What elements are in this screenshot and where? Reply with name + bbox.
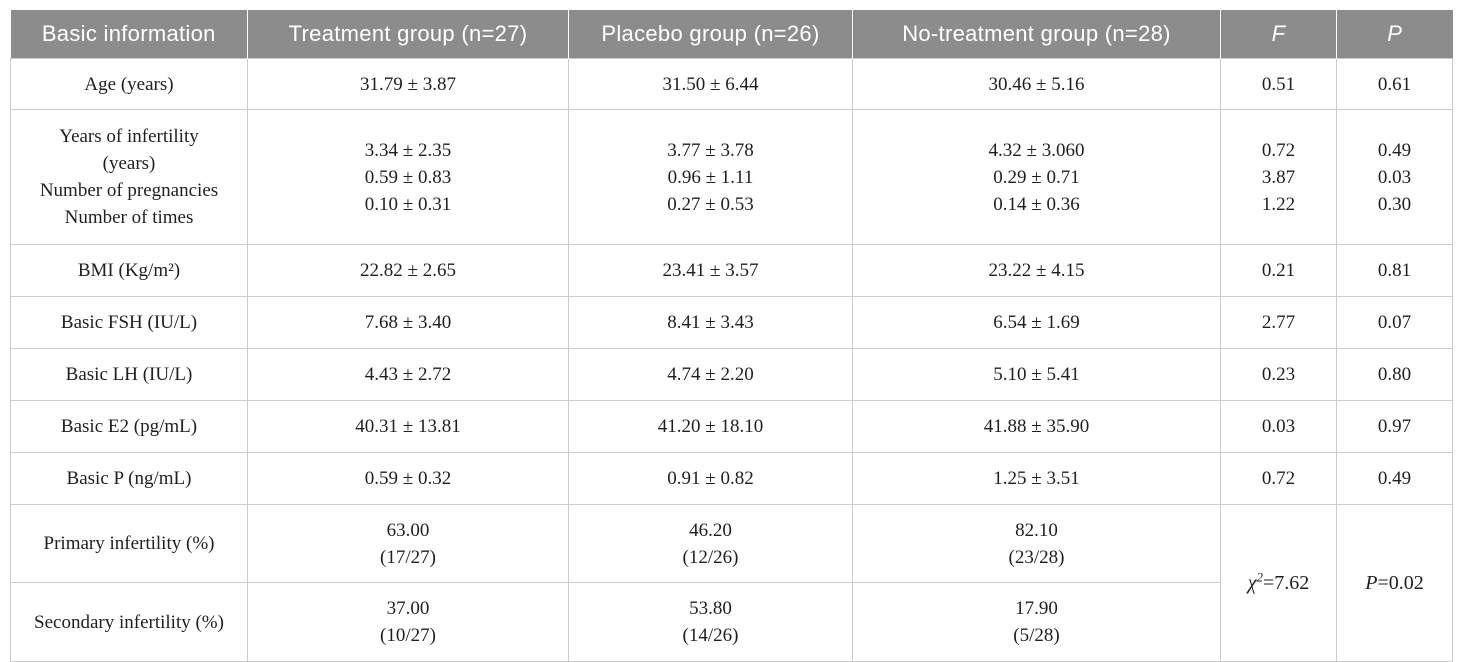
row-label: BMI (Kg/m²) — [10, 244, 248, 297]
cell-placebo: 53.80 (14/26) — [568, 582, 853, 662]
col-header-placebo-group: Placebo group (n=26) — [568, 10, 853, 59]
cell-f: 0.21 — [1220, 244, 1337, 297]
cell-p: 0.07 — [1336, 296, 1453, 349]
cell-p: 0.61 — [1336, 58, 1453, 110]
cell-f: 0.51 — [1220, 58, 1337, 110]
cell-no-treatment: 82.10 (23/28) — [852, 504, 1221, 583]
cell-treatment: 4.43 ± 2.72 — [247, 348, 569, 401]
table-row-bmi: BMI (Kg/m²) 22.82 ± 2.65 23.41 ± 3.57 23… — [10, 244, 1453, 297]
row-label: Basic LH (IU/L) — [10, 348, 248, 401]
cell-placebo: 41.20 ± 18.10 — [568, 400, 853, 453]
cell-f: 2.77 — [1220, 296, 1337, 349]
col-header-basic-information: Basic information — [10, 10, 248, 59]
p-value-merged-cell: P=0.02 — [1336, 504, 1453, 662]
table-row-basic-p: Basic P (ng/mL) 0.59 ± 0.32 0.91 ± 0.82 … — [10, 452, 1453, 505]
cell-placebo: 23.41 ± 3.57 — [568, 244, 853, 297]
cell-treatment: 31.79 ± 3.87 — [247, 58, 569, 110]
cell-treatment: 0.59 ± 0.32 — [247, 452, 569, 505]
chi-superscript: 2 — [1256, 568, 1264, 584]
row-label: Age (years) — [10, 58, 248, 110]
col-header-p-value: P — [1336, 10, 1453, 59]
p-symbol: P — [1365, 571, 1378, 594]
cell-no-treatment: 41.88 ± 35.90 — [852, 400, 1221, 453]
cell-f: 0.03 — [1220, 400, 1337, 453]
cell-treatment: 22.82 ± 2.65 — [247, 244, 569, 297]
chi-value: =7.62 — [1263, 571, 1310, 594]
col-header-f-statistic: F — [1220, 10, 1337, 59]
cell-f: 0.23 — [1220, 348, 1337, 401]
cell-placebo: 0.91 ± 0.82 — [568, 452, 853, 505]
cell-f: 0.72 — [1220, 452, 1337, 505]
cell-placebo: 4.74 ± 2.20 — [568, 348, 853, 401]
p-value: =0.02 — [1377, 571, 1424, 594]
header-row: Basic information Treatment group (n=27)… — [10, 10, 1453, 59]
chi-symbol: χ — [1247, 571, 1257, 594]
table-row-basic-e2: Basic E2 (pg/mL) 40.31 ± 13.81 41.20 ± 1… — [10, 400, 1453, 453]
col-header-no-treatment-group: No-treatment group (n=28) — [852, 10, 1221, 59]
table-row-infertility-history: Years of infertility (years) Number of p… — [10, 109, 1453, 245]
table-body: Age (years) 31.79 ± 3.87 31.50 ± 6.44 30… — [10, 58, 1453, 662]
cell-no-treatment: 5.10 ± 5.41 — [852, 348, 1221, 401]
table-row-basic-fsh: Basic FSH (IU/L) 7.68 ± 3.40 8.41 ± 3.43… — [10, 296, 1453, 349]
chi-square-merged-cell: χ2=7.62 — [1220, 504, 1337, 662]
table-header: Basic information Treatment group (n=27)… — [10, 10, 1453, 59]
cell-treatment: 63.00 (17/27) — [247, 504, 569, 583]
cell-placebo: 31.50 ± 6.44 — [568, 58, 853, 110]
cell-placebo: 8.41 ± 3.43 — [568, 296, 853, 349]
row-label: Primary infertility (%) — [10, 504, 248, 583]
row-label: Years of infertility (years) Number of p… — [10, 109, 248, 245]
cell-no-treatment: 23.22 ± 4.15 — [852, 244, 1221, 297]
cell-no-treatment: 4.32 ± 3.060 0.29 ± 0.71 0.14 ± 0.36 — [852, 109, 1221, 245]
cell-treatment: 3.34 ± 2.35 0.59 ± 0.83 0.10 ± 0.31 — [247, 109, 569, 245]
cell-placebo: 3.77 ± 3.78 0.96 ± 1.11 0.27 ± 0.53 — [568, 109, 853, 245]
cell-placebo: 46.20 (12/26) — [568, 504, 853, 583]
cell-p: 0.81 — [1336, 244, 1453, 297]
row-label: Secondary infertility (%) — [10, 582, 248, 662]
row-label: Basic E2 (pg/mL) — [10, 400, 248, 453]
col-header-treatment-group: Treatment group (n=27) — [247, 10, 569, 59]
cell-p: 0.80 — [1336, 348, 1453, 401]
cell-no-treatment: 1.25 ± 3.51 — [852, 452, 1221, 505]
table-row-basic-lh: Basic LH (IU/L) 4.43 ± 2.72 4.74 ± 2.20 … — [10, 348, 1453, 401]
cell-no-treatment: 6.54 ± 1.69 — [852, 296, 1221, 349]
cell-p: 0.49 0.03 0.30 — [1336, 109, 1453, 245]
basic-information-table: Basic information Treatment group (n=27)… — [10, 10, 1453, 662]
cell-treatment: 40.31 ± 13.81 — [247, 400, 569, 453]
table-row-primary-infertility: Primary infertility (%) 63.00 (17/27) 46… — [10, 504, 1453, 662]
cell-treatment: 37.00 (10/27) — [247, 582, 569, 662]
cell-no-treatment: 17.90 (5/28) — [852, 582, 1221, 662]
comparison-table: Basic information Treatment group (n=27)… — [10, 10, 1453, 662]
row-label: Basic P (ng/mL) — [10, 452, 248, 505]
row-label: Basic FSH (IU/L) — [10, 296, 248, 349]
cell-no-treatment: 30.46 ± 5.16 — [852, 58, 1221, 110]
table-row-age: Age (years) 31.79 ± 3.87 31.50 ± 6.44 30… — [10, 58, 1453, 110]
cell-p: 0.97 — [1336, 400, 1453, 453]
cell-p: 0.49 — [1336, 452, 1453, 505]
cell-f: 0.72 3.87 1.22 — [1220, 109, 1337, 245]
cell-treatment: 7.68 ± 3.40 — [247, 296, 569, 349]
